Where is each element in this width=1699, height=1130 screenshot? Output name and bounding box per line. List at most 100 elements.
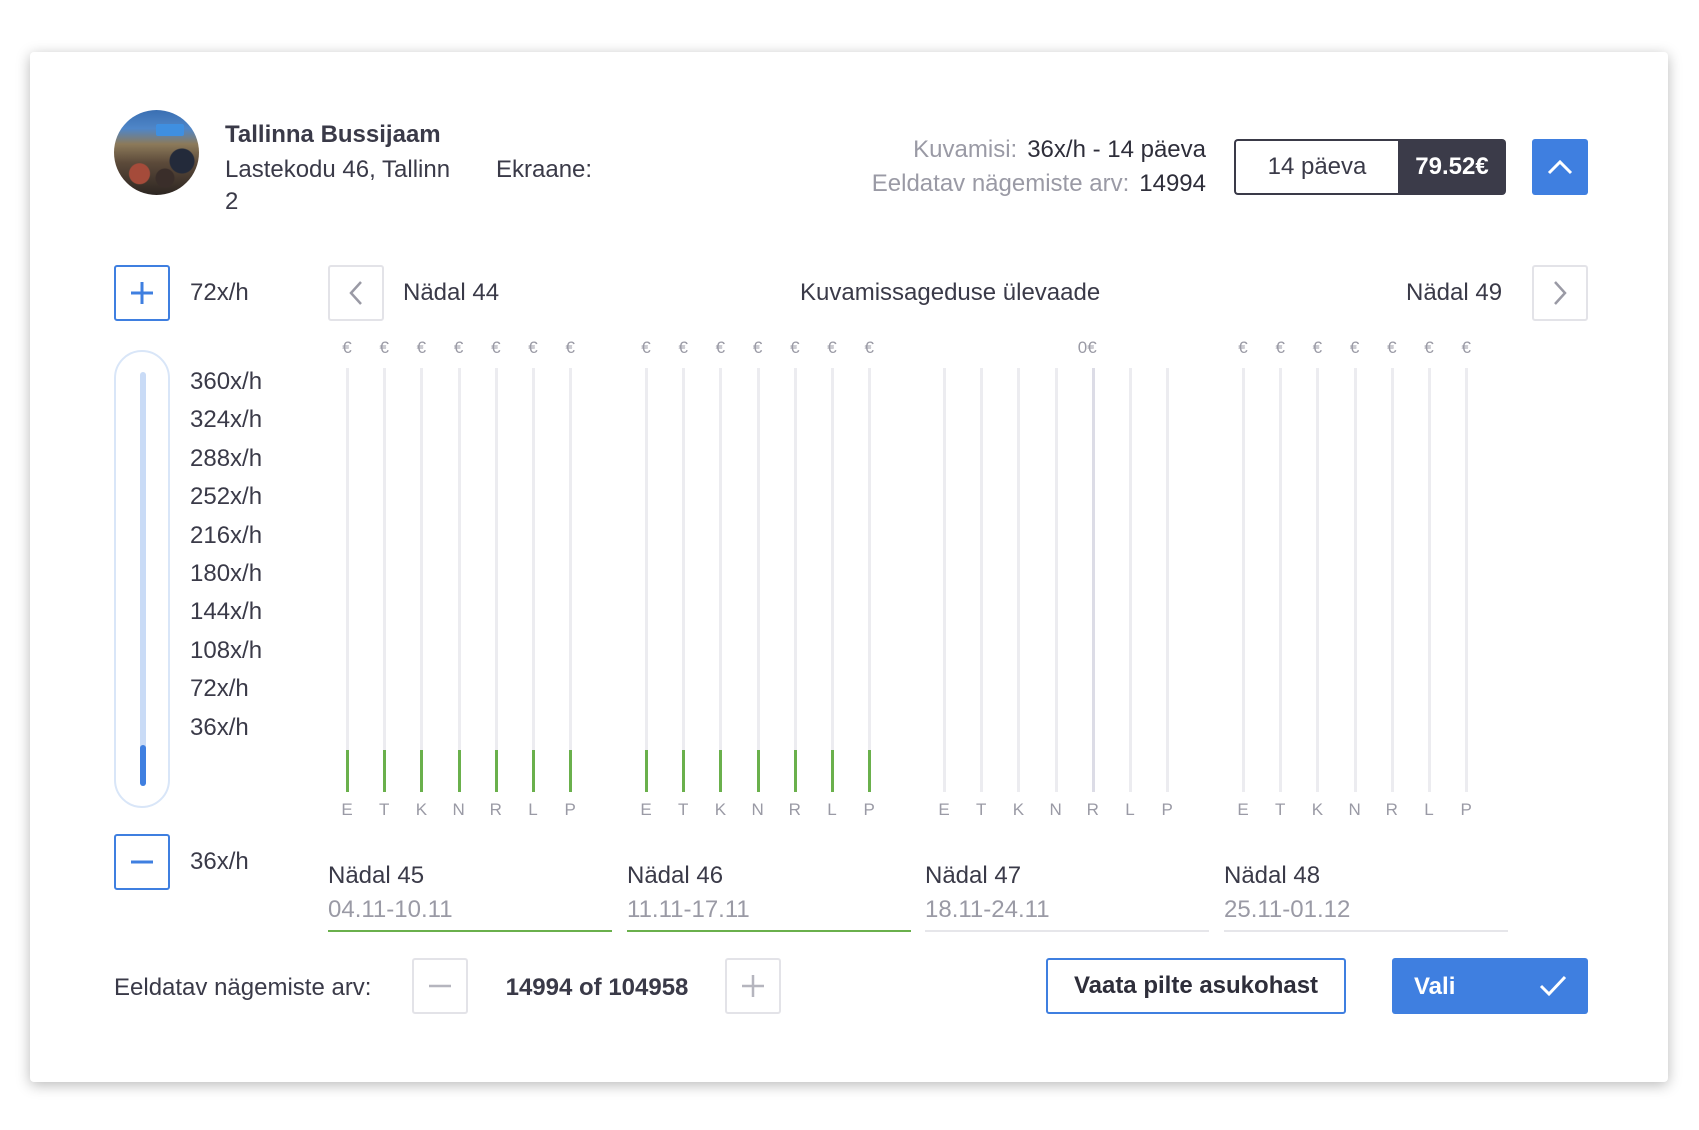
bar-day-label: T — [677, 800, 689, 819]
bar-price-label: € — [453, 338, 464, 357]
week-tab-name: Nädal 48 — [1224, 862, 1321, 889]
view-photos-button[interactable]: Vaata pilte asukohast — [1046, 958, 1346, 1014]
minus-icon — [429, 984, 451, 988]
bar-day-label: L — [1424, 800, 1434, 819]
views-summary: Eeldatav nägemiste arv: 14994 — [872, 170, 1206, 198]
bar-price-label: € — [1424, 338, 1434, 357]
location-name: Tallinna Bussijaam — [225, 121, 441, 148]
bar-day-label: T — [975, 800, 987, 819]
bar-day-label: R — [1086, 800, 1099, 819]
collapse-button[interactable] — [1532, 139, 1588, 195]
bar-track — [569, 368, 573, 792]
bar[interactable] — [420, 750, 424, 792]
next-week-button[interactable] — [1532, 265, 1588, 321]
frequency-slider[interactable] — [114, 350, 170, 808]
location-photo — [114, 110, 199, 195]
week-tab-name: Nädal 46 — [627, 862, 724, 889]
bar-track — [1054, 368, 1058, 792]
bar-price-label: € — [678, 338, 688, 357]
bar[interactable] — [719, 750, 723, 792]
bar[interactable] — [383, 750, 387, 792]
frequency-scale-label: 360x/h — [190, 368, 263, 395]
bar-track — [494, 368, 498, 792]
bar-day-label: R — [489, 800, 502, 819]
bar-day-label: K — [1311, 800, 1324, 819]
week-tab[interactable]: Nädal 46 11.11-17.11 — [627, 862, 911, 932]
bar[interactable] — [532, 750, 535, 792]
bar-track — [1166, 368, 1170, 792]
location-card: Tallinna Bussijaam Lastekodu 46, Tallinn… — [30, 52, 1668, 1082]
bar[interactable] — [494, 750, 498, 792]
bar-track — [1390, 368, 1394, 792]
bar-day-label: E — [640, 800, 652, 819]
bar-price-label: € — [827, 338, 837, 357]
bar[interactable] — [756, 750, 760, 792]
select-button-label: Vali — [1414, 973, 1456, 1000]
frequency-scale-label: 144x/h — [190, 598, 263, 626]
week-tab-range: 18.11-24.11 — [925, 896, 1050, 923]
chevron-up-icon — [1547, 159, 1573, 175]
bar-track — [943, 368, 946, 792]
bar-track — [420, 368, 424, 792]
plus-icon — [742, 975, 764, 997]
start-week-label: Nädal 44 — [403, 279, 500, 306]
frequency-increase-button[interactable] — [114, 265, 170, 321]
week-tab[interactable]: Nädal 45 04.11-10.11 — [328, 862, 612, 932]
views-decrease-button[interactable] — [412, 958, 468, 1014]
bar-price-label: € — [342, 338, 352, 357]
bar-day-label: N — [452, 800, 465, 819]
week-tab[interactable]: Nädal 48 25.11-01.12 — [1224, 862, 1508, 932]
bar[interactable] — [793, 750, 797, 792]
bar[interactable] — [645, 750, 648, 792]
bar-day-label: T — [1274, 800, 1286, 819]
views-summary-value: 14994 — [1139, 170, 1206, 197]
plus-icon — [131, 282, 153, 304]
bar-day-label: K — [1012, 800, 1025, 819]
price-badge: 79.52€ — [1398, 139, 1506, 195]
bar[interactable] — [569, 750, 573, 792]
bar-price-label: € — [491, 338, 501, 357]
bar-price-label: € — [379, 338, 389, 357]
bar[interactable] — [346, 750, 349, 792]
bar-day-label: P — [564, 800, 576, 819]
bar-track — [1129, 368, 1132, 792]
bar[interactable] — [831, 750, 834, 792]
bar[interactable] — [682, 750, 686, 792]
frequency-scale-label: 288x/h — [190, 444, 263, 472]
bar-day-label: L — [528, 800, 538, 819]
bar-price-label: € — [565, 338, 575, 357]
bar-track — [831, 368, 834, 792]
bar-day-label: N — [1348, 800, 1361, 819]
bar-track — [980, 368, 984, 792]
bar-day-label: E — [341, 800, 353, 819]
bar-track — [756, 368, 760, 792]
bar-price-label: € — [1349, 338, 1360, 357]
bar-price-label: € — [1312, 338, 1323, 357]
bar[interactable] — [868, 750, 872, 792]
bar-day-label: N — [751, 800, 764, 819]
bar-track — [1017, 368, 1021, 792]
frequency-decrease-button[interactable] — [114, 834, 170, 890]
bar-day-label: P — [863, 800, 875, 819]
bar-track — [1428, 368, 1431, 792]
week-tab[interactable]: Nädal 47 18.11-24.11 — [925, 862, 1209, 932]
end-week-label: Nädal 49 — [1406, 279, 1503, 306]
previous-week-button[interactable] — [328, 265, 384, 321]
bar-price-label: € — [416, 338, 427, 357]
week-tab-range: 11.11-17.11 — [627, 896, 750, 923]
chart-title: Kuvamissageduse ülevaade — [800, 279, 1101, 306]
bar-day-label: P — [1460, 800, 1472, 819]
bar-price-label: € — [715, 338, 726, 357]
week-tab-range: 25.11-01.12 — [1224, 896, 1351, 923]
week-price-label: 0€ — [1077, 338, 1097, 357]
bar-track — [457, 368, 461, 792]
bar-day-label: P — [1161, 800, 1173, 819]
views-increase-button[interactable] — [725, 958, 781, 1014]
frequency-scale-label: 252x/h — [190, 483, 263, 511]
select-button[interactable]: Vali — [1392, 958, 1588, 1014]
bar-track — [682, 368, 686, 792]
bar-price-label: € — [1275, 338, 1285, 357]
bar[interactable] — [457, 750, 461, 792]
bar-day-label: L — [1125, 800, 1135, 819]
week-tab-range: 04.11-10.11 — [328, 896, 453, 923]
